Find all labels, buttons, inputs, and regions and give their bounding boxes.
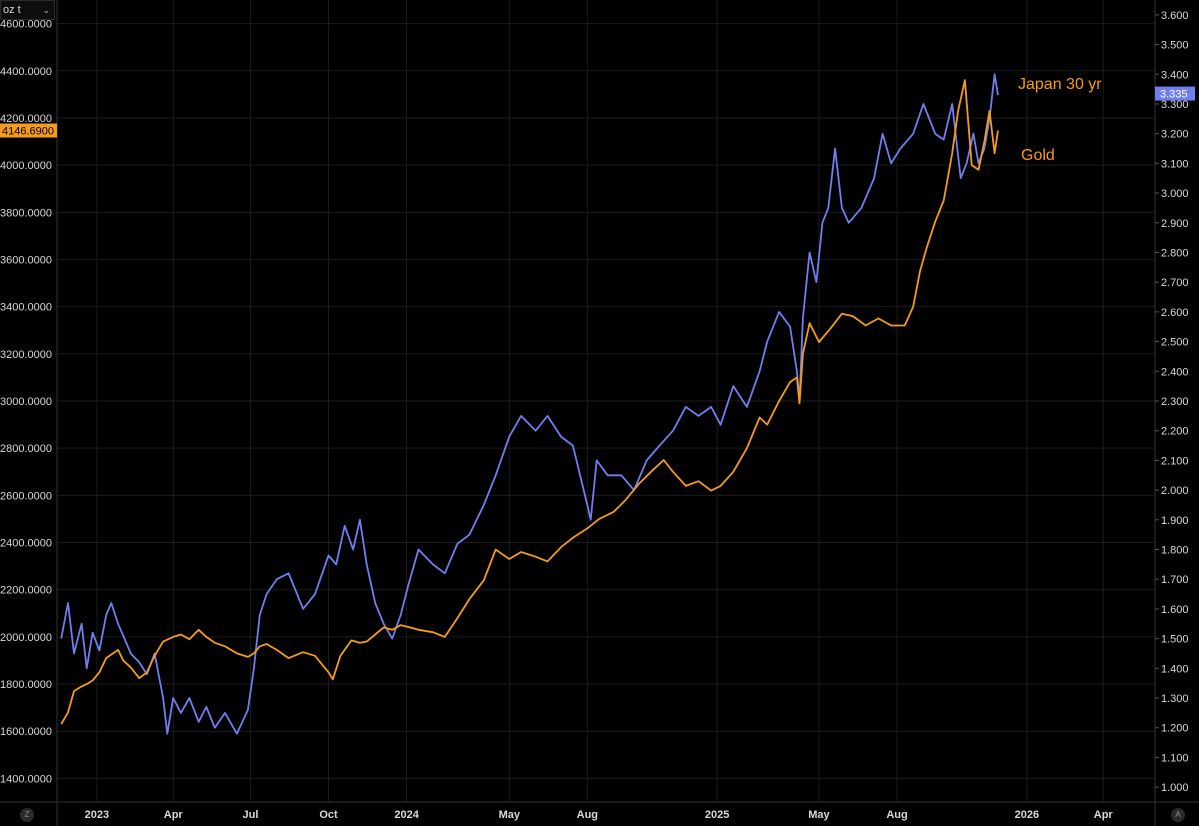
series-layer	[60, 73, 999, 735]
x-tick-label: May	[808, 809, 830, 821]
left-axis-bg	[0, 0, 57, 826]
right-tick-label: 3.500	[1161, 40, 1189, 52]
left-tick-label: 3400.0000	[0, 302, 52, 314]
right-tick-label: 1.800	[1161, 545, 1189, 557]
left-tick-label: 3600.0000	[0, 254, 52, 266]
x-tick-label: Jul	[243, 809, 259, 821]
left-tick-label: 2800.0000	[0, 443, 52, 455]
left-tick-label: 4600.0000	[0, 19, 52, 31]
right-tick-label: 1.300	[1161, 693, 1189, 705]
left-tick-label: 1800.0000	[0, 679, 52, 691]
x-tick-label: 2024	[394, 809, 419, 821]
right-tick-label: 2.000	[1161, 485, 1189, 497]
left-tick-label: 2400.0000	[0, 538, 52, 550]
right-tick-label: 1.000	[1161, 782, 1189, 794]
x-tick-label: 2026	[1015, 809, 1039, 821]
right-tick-label: 2.700	[1161, 277, 1189, 289]
auto-scale-left-button[interactable]: Z	[20, 808, 34, 822]
x-tick-label: Aug	[577, 809, 598, 821]
right-tick-label: 1.100	[1161, 752, 1189, 764]
japan-last-value-badge	[1155, 86, 1195, 101]
last-value-badges: 4146.6900 3.335	[0, 86, 1195, 138]
right-tick-label: 1.700	[1161, 574, 1189, 586]
right-tick-label: 1.900	[1161, 515, 1189, 527]
x-tick-label: 2025	[705, 809, 729, 821]
right-tick-label: 3.300	[1161, 99, 1189, 111]
left-tick-label: 4000.0000	[0, 160, 52, 172]
right-tick-label: 3.400	[1161, 69, 1189, 81]
right-tick-label: 3.100	[1161, 158, 1189, 170]
left-tick-label: 2200.0000	[0, 585, 52, 597]
right-tick-label: 2.500	[1161, 337, 1189, 349]
grid-lines	[57, 0, 1155, 802]
right-tick-label: 3.600	[1161, 10, 1189, 22]
right-tick-label: 1.500	[1161, 634, 1189, 646]
left-tick-label: 3000.0000	[0, 396, 52, 408]
x-tick-label: May	[499, 809, 521, 821]
left-tick-label: 2000.0000	[0, 632, 52, 644]
series-label-japan: Japan 30 yr	[1018, 76, 1102, 93]
unit-label: oz t	[3, 4, 21, 16]
right-tick-label: 1.200	[1161, 723, 1189, 735]
right-tick-label: 2.900	[1161, 218, 1189, 230]
japan-last-value-text: 3.335	[1160, 89, 1188, 101]
right-tick-label: 2.800	[1161, 247, 1189, 259]
gold-last-value-text: 4146.6900	[2, 126, 54, 138]
series-line-gold	[60, 79, 999, 725]
right-tick-label: 2.100	[1161, 455, 1189, 467]
series-line-japan	[60, 73, 999, 735]
right-tick-label: 1.600	[1161, 604, 1189, 616]
x-tick-label: Oct	[319, 809, 338, 821]
x-axis[interactable]: 2023 Apr Jul Oct 2024 May Aug 2025 May Aug 2026 Apr	[85, 809, 1114, 821]
x-tick-label: Apr	[164, 809, 184, 821]
left-tick-label: 2600.0000	[0, 490, 52, 502]
right-tick-label: 2.400	[1161, 366, 1189, 378]
x-tick-label: Aug	[886, 809, 907, 821]
right-tick-label: 2.200	[1161, 426, 1189, 438]
x-tick-label: 2023	[85, 809, 109, 821]
right-axis[interactable]: 3.600 3.500 3.400 3.300 3.200 3.100 3.000 2.900…	[1155, 10, 1189, 794]
chevron-down-icon: ⌄	[42, 5, 50, 15]
series-label-gold: Gold	[1021, 147, 1055, 164]
right-axis-bg	[1155, 0, 1199, 826]
right-tick-label: 2.300	[1161, 396, 1189, 408]
left-tick-label: 3800.0000	[0, 207, 52, 219]
left-tick-label: 4400.0000	[0, 66, 52, 78]
right-tick-label: 2.600	[1161, 307, 1189, 319]
left-tick-label: 1600.0000	[0, 726, 52, 738]
left-tick-label: 4200.0000	[0, 113, 52, 125]
left-tick-label: 3200.0000	[0, 349, 52, 361]
right-tick-label: 3.000	[1161, 188, 1189, 200]
gold-last-value-badge	[0, 123, 57, 138]
right-tick-label: 3.200	[1161, 129, 1189, 141]
auto-scale-right-button[interactable]: A	[1171, 808, 1185, 822]
left-axis[interactable]: 4600.0000 4400.0000 4200.0000 4000.0000 3800…	[0, 19, 52, 786]
unit-select[interactable]: oz t ⌄	[0, 0, 55, 20]
left-tick-label: 1400.0000	[0, 773, 52, 785]
right-tick-label: 1.400	[1161, 663, 1189, 675]
x-tick-label: Apr	[1094, 809, 1114, 821]
